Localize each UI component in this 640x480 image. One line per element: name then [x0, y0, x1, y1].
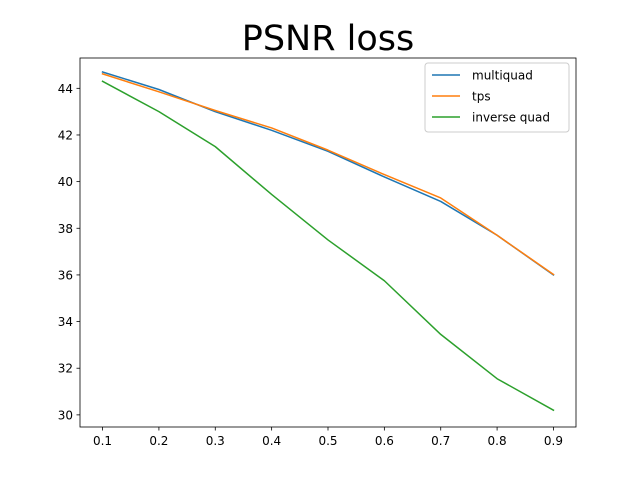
y-tick-label: 38 — [58, 222, 73, 236]
y-tick-label: 42 — [58, 128, 73, 142]
y-tick-label: 32 — [58, 362, 73, 376]
y-tick-label: 34 — [58, 315, 73, 329]
x-tick-label: 0.6 — [375, 434, 394, 448]
y-tick-label: 36 — [58, 268, 73, 282]
x-tick-label: 0.2 — [149, 434, 168, 448]
x-tick-label: 0.7 — [431, 434, 450, 448]
legend-label-tps: tps — [472, 90, 491, 104]
legend-label-multiquad: multiquad — [472, 69, 533, 83]
legend-label-inverse-quad: inverse quad — [472, 111, 550, 125]
x-tick-label: 0.1 — [93, 434, 112, 448]
x-tick-label: 0.4 — [262, 434, 281, 448]
x-tick-label: 0.3 — [206, 434, 225, 448]
x-tick-label: 0.8 — [488, 434, 507, 448]
y-tick-label: 44 — [58, 82, 73, 96]
y-tick-label: 40 — [58, 175, 73, 189]
chart-title: PSNR loss — [242, 19, 415, 59]
x-tick-label: 0.9 — [544, 434, 563, 448]
x-tick-label: 0.5 — [318, 434, 337, 448]
y-tick-label: 30 — [58, 408, 73, 422]
